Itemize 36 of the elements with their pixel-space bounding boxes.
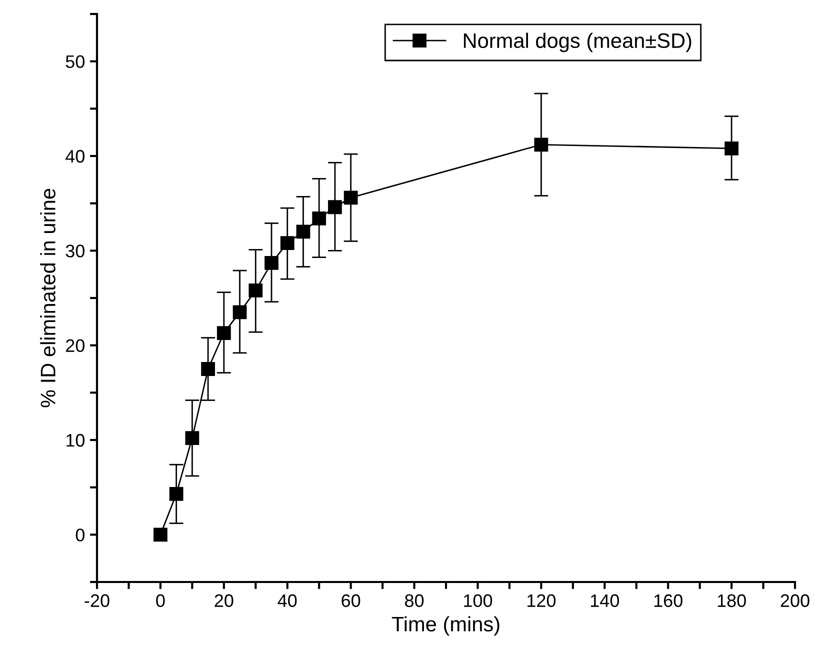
x-tick-label: 160 [654,594,682,608]
x-tick-label: -20 [84,594,110,608]
x-tick-label: 20 [214,594,234,608]
point [201,362,215,376]
x-tick-label: 200 [780,594,810,608]
x-axis-title: Time (mins) [392,616,500,636]
x-tick-label: 100 [464,594,492,608]
x-tick-label: 140 [590,594,619,608]
point [264,256,278,270]
point [534,138,548,152]
x-tick-label: 80 [405,594,424,608]
y-tick-label: 20 [66,339,84,352]
point [280,236,294,250]
point [328,200,342,214]
y-tick-label: 10 [66,434,84,447]
x-tick-label: 60 [342,594,360,608]
point [216,326,231,340]
legend-label: Normal dogs (mean±SD) [464,32,692,52]
y-tick-label: 30 [66,244,84,258]
point [248,283,263,298]
y-tick-label: 40 [66,150,84,163]
point [344,190,358,205]
x-tick-label: 0 [156,594,165,608]
point [232,305,247,320]
point [185,431,200,446]
point [296,224,310,239]
x-tick-label: 180 [718,594,746,608]
y-axis-title: % ID eliminated in urine [40,188,56,408]
point [312,212,326,226]
x-tick-label: 120 [528,594,556,608]
point [154,528,168,542]
point [169,487,184,501]
y-tick-label: 50 [66,55,84,68]
point [724,141,738,156]
y-tick-label: 0 [76,528,84,542]
x-tick-label: 40 [278,594,297,608]
